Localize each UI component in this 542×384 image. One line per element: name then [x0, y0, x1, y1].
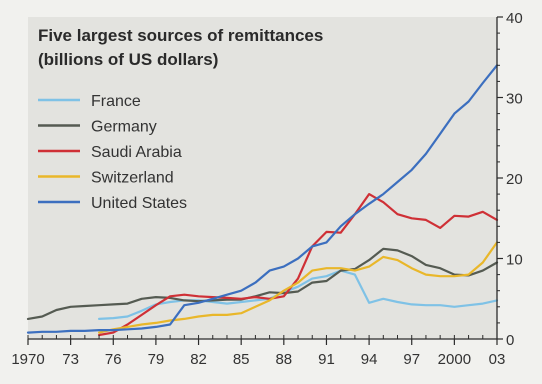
series-line-switzerland: [97, 241, 499, 334]
chart-title: Five largest sources of remittances: [38, 26, 323, 45]
y-tick-label: 10: [506, 252, 523, 269]
x-tick-label: 03: [489, 351, 506, 368]
x-tick-label: 88: [275, 351, 292, 368]
plot-area: [28, 17, 497, 339]
x-tick-label: 97: [403, 351, 420, 368]
legend-label-united-states: United States: [91, 195, 187, 212]
y-tick-label: 40: [506, 10, 523, 27]
legend-label-saudi-arabia: Saudi Arabia: [91, 144, 182, 161]
series-line-germany: [26, 247, 499, 320]
chart-subtitle: (billions of US dollars): [38, 50, 218, 69]
legend-label-germany: Germany: [91, 119, 157, 136]
series-line-united-states: [26, 64, 499, 334]
x-tick-label: 79: [148, 351, 165, 368]
y-tick-label: 20: [506, 171, 523, 188]
y-tick-label: 0: [506, 332, 514, 349]
series-line-france: [97, 269, 499, 320]
x-tick-label: 82: [190, 351, 207, 368]
x-tick-label: 1970: [11, 351, 44, 368]
legend: France Germany Saudi Arabia Switzerland Unit…: [38, 93, 187, 212]
series-line-saudi-arabia: [97, 193, 499, 337]
legend-label-france: France: [91, 93, 141, 110]
x-tick-label: 73: [62, 351, 79, 368]
y-tick-label: 30: [506, 91, 523, 108]
legend-label-switzerland: Switzerland: [91, 170, 174, 187]
x-tick-label: 76: [105, 351, 122, 368]
title-block: Five largest sources of remittances (bil…: [38, 26, 323, 69]
series-lines: [26, 64, 499, 337]
x-tick-label: 2000: [438, 351, 471, 368]
x-tick-label: 94: [361, 351, 378, 368]
axes: 1970 73 76 79 82 85 88 91 94 97 2000 030 10 20 30 40: [11, 10, 522, 368]
x-tick-label: 85: [233, 351, 250, 368]
x-tick-label: 91: [318, 351, 335, 368]
